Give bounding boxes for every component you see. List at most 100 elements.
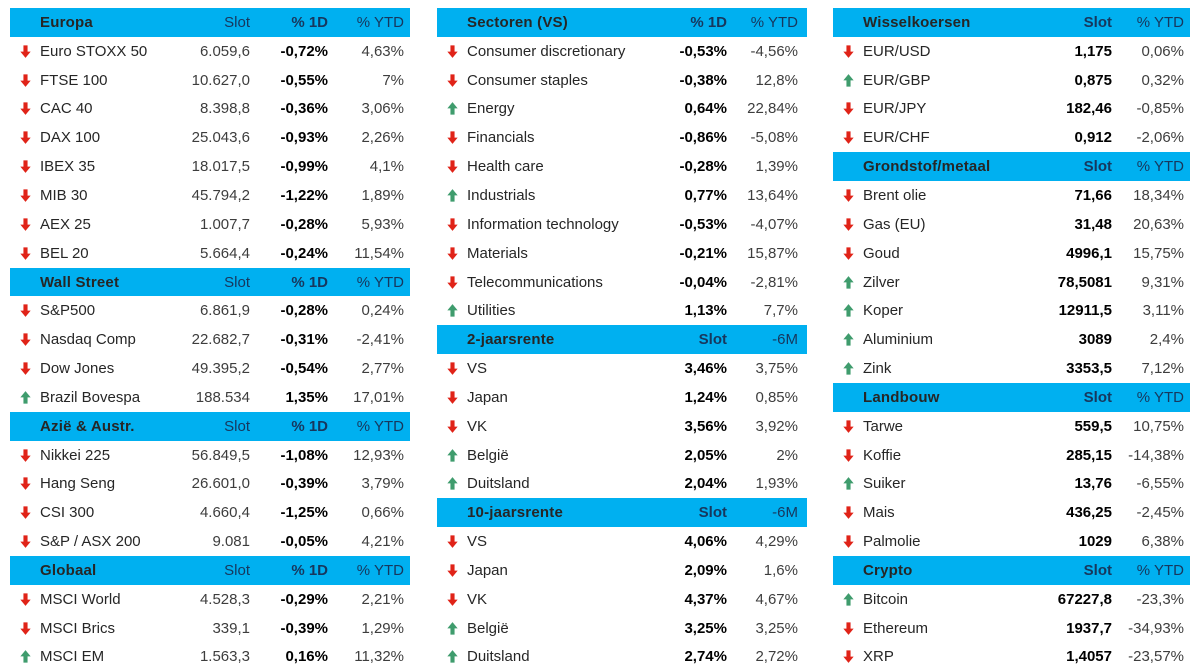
column-header-label: % YTD xyxy=(356,561,404,579)
table-row: S&P500 6.861,9 -0,28% 0,24% xyxy=(10,296,410,325)
row-name: Energy xyxy=(467,100,515,118)
market-table: Azië & Austr. Slot % 1D % YTD Nikkei 225 56.8… xyxy=(10,411,410,556)
column-header-label: Slot xyxy=(698,504,727,522)
column-header-label: % 1D xyxy=(690,13,727,31)
column-header-label: Slot xyxy=(224,13,250,31)
value-cell: 13,76 xyxy=(1074,475,1112,493)
table-row: Zilver 78,5081 9,31% xyxy=(833,268,1190,297)
value-cell: 20,63% xyxy=(1133,215,1184,233)
value-cell: 1,35% xyxy=(285,388,328,406)
value-cell: 5,93% xyxy=(361,215,404,233)
value-cell: 1,89% xyxy=(361,186,404,204)
row-name: VK xyxy=(467,417,488,435)
value-cell: 6.059,6 xyxy=(199,42,250,60)
row-name: Koper xyxy=(863,302,904,320)
value-cell: -1,08% xyxy=(280,446,328,464)
row-name: Nasdaq Comp xyxy=(40,331,136,349)
column-header-label: Slot xyxy=(1083,388,1112,406)
table-title: Sectoren (VS) xyxy=(467,13,568,31)
table-row: Materials -0,21% 15,87% xyxy=(437,239,807,268)
down-arrow-icon xyxy=(10,73,40,88)
value-cell: 4996,1 xyxy=(1066,244,1112,262)
down-arrow-icon xyxy=(833,44,863,59)
up-arrow-icon xyxy=(833,361,863,376)
up-arrow-icon xyxy=(437,476,467,491)
down-arrow-icon xyxy=(10,476,40,491)
row-name: Duitsland xyxy=(467,648,530,666)
table-row: Energy 0,64% 22,84% xyxy=(437,95,807,124)
table-header-row: Azië & Austr. Slot % 1D % YTD xyxy=(10,411,410,441)
market-table: Wall Street Slot % 1D % YTD S&P500 6.861,9 -0,… xyxy=(10,267,410,412)
down-arrow-icon xyxy=(10,534,40,549)
table-row: DAX 100 25.043,6 -0,93% 2,26% xyxy=(10,123,410,152)
column-header-label: % 1D xyxy=(291,273,328,291)
row-name: Zink xyxy=(863,360,892,378)
value-cell: 3,11% xyxy=(1142,302,1184,320)
row-name: EUR/USD xyxy=(863,42,931,60)
column-header-label: -6M xyxy=(772,504,798,522)
down-arrow-icon xyxy=(10,44,40,59)
value-cell: 1.563,3 xyxy=(199,648,250,666)
value-cell: 3,79% xyxy=(361,475,404,493)
market-table: Grondstof/metaal Slot % YTD Brent olie 71,66… xyxy=(833,152,1190,383)
row-name: IBEX 35 xyxy=(40,158,96,176)
up-arrow-icon xyxy=(437,621,467,636)
value-cell: -0,53% xyxy=(679,215,727,233)
table-row: Duitsland 2,74% 2,72% xyxy=(437,643,807,672)
table-row: BEL 20 5.664,4 -0,24% 11,54% xyxy=(10,239,410,268)
value-cell: 182,46 xyxy=(1066,100,1112,118)
down-arrow-icon xyxy=(833,505,863,520)
table-row: Duitsland 2,04% 1,93% xyxy=(437,470,807,499)
value-cell: -2,45% xyxy=(1136,504,1184,522)
value-cell: 7,12% xyxy=(1141,360,1184,378)
value-cell: 0,875 xyxy=(1074,71,1112,89)
value-cell: 4,06% xyxy=(684,533,727,551)
value-cell: 2,72% xyxy=(755,648,798,666)
value-cell: -0,29% xyxy=(280,590,328,608)
table-row: Suiker 13,76 -6,55% xyxy=(833,470,1190,499)
value-cell: 2% xyxy=(776,446,798,464)
table-row: MSCI Brics 339,1 -0,39% 1,29% xyxy=(10,614,410,643)
row-name: Mais xyxy=(863,504,895,522)
down-arrow-icon xyxy=(437,390,467,405)
table-title: Wall Street xyxy=(40,273,120,291)
table-row: VS 3,46% 3,75% xyxy=(437,354,807,383)
table-row: Koffie 285,15 -14,38% xyxy=(833,441,1190,470)
down-arrow-icon xyxy=(833,649,863,664)
value-cell: -4,07% xyxy=(750,215,798,233)
table-row: Mais 436,25 -2,45% xyxy=(833,498,1190,527)
down-arrow-icon xyxy=(10,159,40,174)
down-arrow-icon xyxy=(10,332,40,347)
table-row: Bitcoin 67227,8 -23,3% xyxy=(833,585,1190,614)
table-row: Aluminium 3089 2,4% xyxy=(833,325,1190,354)
row-name: Consumer discretionary xyxy=(467,42,626,60)
value-cell: 0,24% xyxy=(361,302,404,320)
table-row: Japan 2,09% 1,6% xyxy=(437,556,807,585)
table-row: België 2,05% 2% xyxy=(437,441,807,470)
table-row: EUR/GBP 0,875 0,32% xyxy=(833,66,1190,95)
value-cell: -0,28% xyxy=(679,158,727,176)
row-name: Koffie xyxy=(863,446,902,464)
table-title: Europa xyxy=(40,13,93,31)
column-header-label: Slot xyxy=(1083,158,1112,176)
down-arrow-icon xyxy=(833,448,863,463)
market-table: Europa Slot % 1D % YTD Euro STOXX 50 6.059,6 -… xyxy=(10,8,410,268)
board-column: Sectoren (VS) % 1D % YTD Consumer discretio… xyxy=(437,8,807,671)
value-cell: 26.601,0 xyxy=(191,475,250,493)
down-arrow-icon xyxy=(437,44,467,59)
up-arrow-icon xyxy=(833,332,863,347)
table-header-row: Sectoren (VS) % 1D % YTD xyxy=(437,8,807,37)
value-cell: 2,09% xyxy=(684,561,727,579)
row-name: VK xyxy=(467,590,488,608)
row-name: EUR/CHF xyxy=(863,129,930,147)
row-name: Health care xyxy=(467,158,544,176)
value-cell: -0,05% xyxy=(280,533,328,551)
value-cell: -6,55% xyxy=(1136,475,1184,493)
row-name: Telecommunications xyxy=(467,273,603,291)
value-cell: 3,56% xyxy=(684,417,727,435)
row-name: DAX 100 xyxy=(40,129,101,147)
row-name: EUR/JPY xyxy=(863,100,927,118)
table-row: Telecommunications -0,04% -2,81% xyxy=(437,268,807,297)
value-cell: -1,22% xyxy=(280,186,328,204)
value-cell: -0,28% xyxy=(280,302,328,320)
